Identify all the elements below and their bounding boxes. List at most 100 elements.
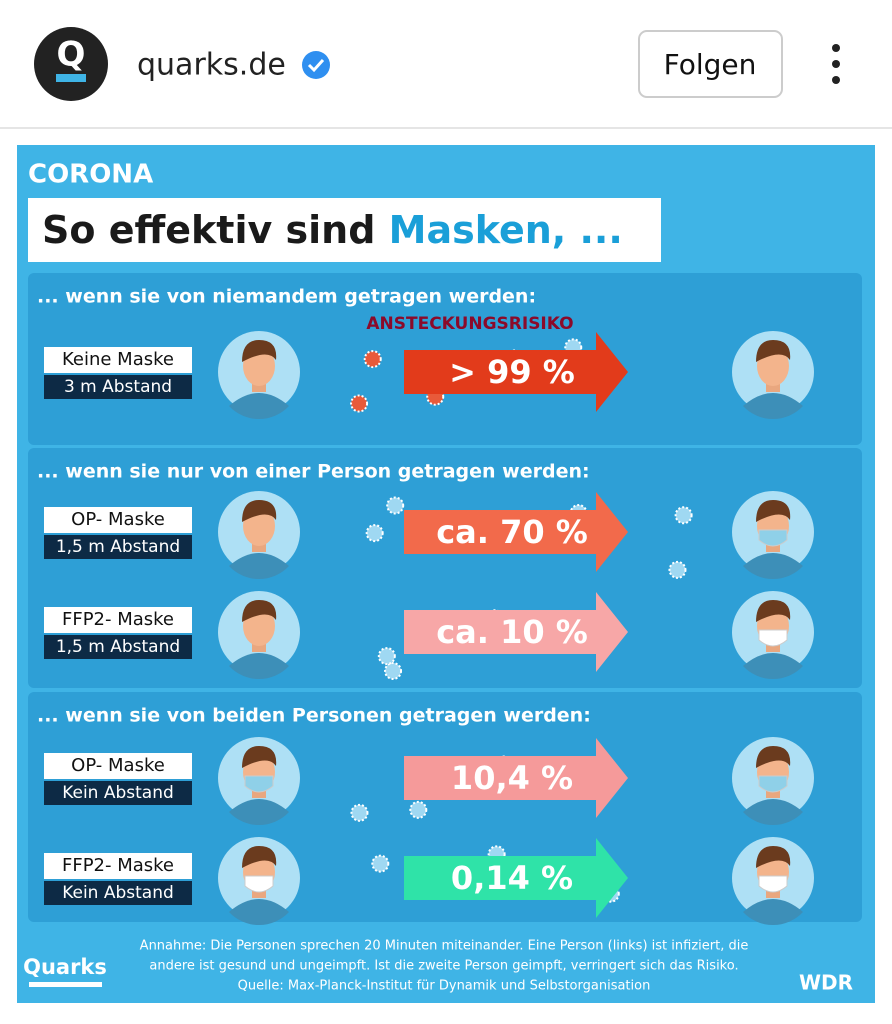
person (218, 491, 300, 580)
shirt (229, 653, 289, 680)
footnote: Quelle: Max-Planck-Institut für Dynamik … (238, 979, 651, 994)
risk-value: 0,14 % (451, 859, 573, 897)
mask-label-box (44, 753, 192, 779)
virus (668, 560, 687, 579)
hair (242, 746, 277, 768)
avatar[interactable]: Q (34, 27, 108, 101)
mask (244, 875, 274, 893)
account-name[interactable]: quarks.de (137, 48, 286, 83)
virus (377, 647, 396, 666)
virus (409, 800, 428, 819)
virus (350, 803, 369, 822)
hair (242, 500, 277, 522)
shirt (229, 553, 289, 580)
section-heading: ... wenn sie nur von einer Person getrag… (37, 461, 590, 483)
virus (384, 661, 403, 680)
hair (756, 600, 791, 622)
logo-right: WDR (799, 971, 853, 995)
footnote: Annahme: Die Personen sprechen 20 Minute… (140, 939, 749, 954)
virus (363, 350, 382, 369)
virus (350, 394, 369, 413)
risk-arrow (404, 738, 628, 818)
mask-label: OP- Maske (71, 755, 165, 776)
hair (756, 340, 791, 362)
distance-box (44, 635, 192, 659)
svg-text:Q: Q (57, 35, 86, 75)
shirt (743, 899, 803, 926)
risk-label: ANSTECKUNGSRISIKO (366, 314, 573, 334)
distance-label: 1,5 m Abstand (56, 637, 180, 657)
verified-badge (302, 51, 330, 79)
section-heading: ... wenn sie von beiden Personen getrage… (37, 705, 591, 727)
more-menu[interactable] (832, 44, 840, 84)
hair (756, 500, 791, 522)
hair (242, 600, 277, 622)
follow-button[interactable] (638, 30, 783, 98)
shirt (743, 393, 803, 420)
mask-label: FFP2- Maske (62, 855, 174, 876)
content: ... wenn sie von niemandem getragen werd… (28, 273, 862, 994)
distance-label: Kein Abstand (62, 783, 174, 803)
hair (756, 746, 791, 768)
mask-label-box (44, 853, 192, 879)
mask-label-box (44, 347, 192, 373)
shirt (229, 799, 289, 826)
footnote: andere ist gesund und ungeimpft. Ist die… (149, 959, 738, 974)
risk-arrow (404, 492, 628, 572)
risk-value: > 99 % (449, 353, 575, 391)
mask (758, 875, 788, 893)
hair (242, 340, 277, 362)
mask-label: Keine Maske (62, 349, 174, 370)
virus (365, 524, 384, 543)
person (732, 591, 814, 680)
distance-label: 3 m Abstand (64, 377, 172, 397)
section-heading: ... wenn sie von niemandem getragen werd… (37, 286, 536, 308)
risk-arrow (404, 592, 628, 672)
shirt (229, 393, 289, 420)
hair (242, 846, 277, 868)
title-box (28, 198, 661, 262)
title-part: So effektiv sind (42, 208, 389, 252)
distance-box (44, 881, 192, 905)
virus (674, 506, 693, 525)
person (218, 737, 300, 826)
mask-label-box (44, 607, 192, 633)
hair (756, 846, 791, 868)
logo-left: Quarks (23, 955, 107, 979)
distance-box (44, 535, 192, 559)
distance-label: 1,5 m Abstand (56, 537, 180, 557)
risk-value: ca. 70 % (436, 513, 588, 551)
person (732, 837, 814, 926)
mask (758, 775, 788, 793)
kicker: CORONA (28, 160, 153, 190)
distance-label: Kein Abstand (62, 883, 174, 903)
risk-value: ca. 10 % (436, 613, 588, 651)
shirt (229, 899, 289, 926)
mask-label: OP- Maske (71, 509, 165, 530)
shirt (743, 653, 803, 680)
person (218, 331, 300, 420)
risk-arrow (404, 332, 628, 412)
follow-label[interactable]: Folgen (664, 48, 757, 81)
shirt (743, 799, 803, 826)
mask (758, 529, 788, 547)
title-highlight: Masken, ... (389, 208, 623, 252)
distance-box (44, 781, 192, 805)
person (732, 491, 814, 580)
mask-label-box (44, 507, 192, 533)
person (732, 331, 814, 420)
mask (758, 629, 788, 647)
virus (371, 854, 390, 873)
mask-label: FFP2- Maske (62, 609, 174, 630)
quarks-logo: Quarks (23, 955, 107, 987)
mask (244, 775, 274, 793)
virus (386, 496, 405, 515)
person (218, 591, 300, 680)
distance-box (44, 375, 192, 399)
person (732, 737, 814, 826)
risk-arrow (404, 838, 628, 918)
shirt (743, 553, 803, 580)
person (218, 837, 300, 926)
title: So effektiv sind Masken, ... (42, 208, 623, 252)
